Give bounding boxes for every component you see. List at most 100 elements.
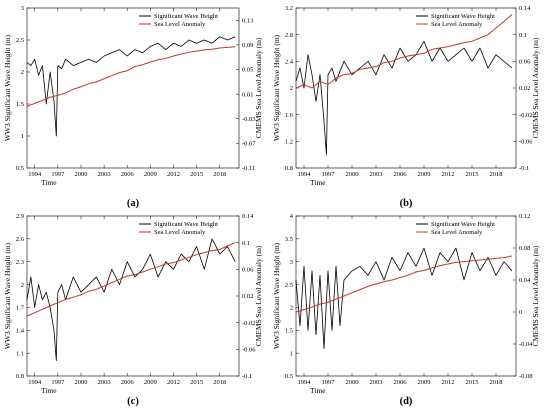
x-axis-title: Time	[41, 178, 57, 187]
y-right-tick-label: 0.13	[242, 18, 253, 25]
panel-label: (a)	[127, 198, 140, 209]
y-left-tick-label: 0.5	[285, 373, 293, 380]
x-tick-label: 2018	[490, 379, 503, 386]
y-left-tick-label: 2	[21, 69, 24, 76]
y-left-tick-label: 2.5	[285, 282, 293, 289]
y-right-tick-label: 0.02	[519, 85, 530, 92]
legend-entry-2: Sea Level Anomaly	[431, 229, 483, 236]
y-right-tick-label: 0.06	[242, 267, 254, 274]
y-left-tick-label: 0.8	[16, 373, 24, 380]
plot-frame	[26, 7, 240, 169]
y-right-tick-label: -0.11	[242, 165, 255, 172]
y-right-tick-label: 0.08	[519, 245, 530, 252]
legend-entry-1: Significant Wave Height	[431, 13, 495, 20]
y-right-tick-label: 0.14	[242, 213, 254, 220]
y-right-axis-title: CMEMS Sea Level Anomaly (m)	[254, 245, 263, 346]
legend-entry-1: Significant Wave Height	[431, 221, 495, 228]
x-tick-label: 1994	[28, 379, 42, 386]
y-left-axis-title: WW3 Significant Wave Height (m)	[3, 34, 12, 141]
y-right-tick-label: -0.02	[242, 320, 256, 327]
y-left-tick-label: 1.1	[16, 350, 24, 357]
y-right-tick-label: 0.12	[519, 213, 530, 220]
panel-1: 1994 1997 2000 2003 2006 2009 2012 2015 2018 0.5 1…	[3, 5, 263, 187]
y-right-tick-label: -0.02	[519, 112, 533, 119]
series-line-2	[295, 14, 513, 89]
y-left-tick-label: 2.6	[16, 236, 25, 243]
x-axis-title: Time	[310, 178, 326, 187]
y-right-tick-label: -0.08	[519, 373, 533, 380]
x-tick-label: 2012	[167, 379, 180, 386]
x-tick-label: 2018	[213, 379, 226, 386]
y-right-tick-label: 0.04	[519, 277, 531, 284]
y-left-tick-label: 2	[21, 282, 24, 289]
panel-2: 1994 1997 2000 2003 2006 2009 2012 2015 2018 0.8 1…	[272, 5, 540, 187]
y-right-tick-label: -0.06	[519, 139, 533, 146]
y-right-tick-label: -0.1	[519, 165, 529, 172]
series-line-2	[26, 46, 236, 107]
legend-entry-1: Significant Wave Height	[154, 221, 218, 228]
x-tick-label: 2006	[394, 379, 408, 386]
y-right-tick-label: 0.1	[519, 32, 527, 39]
x-tick-label: 2000	[74, 171, 87, 178]
x-tick-label: 2006	[121, 171, 135, 178]
x-tick-label: 1994	[298, 379, 312, 386]
x-tick-label: 2015	[190, 379, 203, 386]
x-axis-title: Time	[41, 386, 57, 395]
y-left-tick-label: 1.5	[285, 327, 293, 334]
series-line-2	[26, 242, 236, 317]
x-tick-label: 2006	[394, 171, 408, 178]
x-tick-label: 1994	[28, 171, 42, 178]
y-right-tick-label: -0.04	[519, 341, 533, 348]
y-right-axis-title: CMEMS Sea Level Anomaly (m)	[531, 37, 540, 138]
y-right-axis-title: CMEMS Sea Level Anomaly (m)	[531, 245, 540, 346]
y-left-tick-label: 2.4	[285, 59, 294, 66]
x-tick-label: 1997	[322, 379, 336, 386]
x-tick-label: 2012	[167, 171, 180, 178]
y-left-tick-label: 2	[290, 85, 293, 92]
x-tick-label: 2015	[190, 171, 203, 178]
x-tick-label: 2006	[121, 379, 135, 386]
x-tick-label: 2003	[98, 171, 111, 178]
x-tick-label: 2000	[74, 379, 87, 386]
y-right-tick-label: 0.09	[242, 42, 253, 49]
x-tick-label: 2000	[346, 171, 359, 178]
x-tick-label: 1997	[51, 171, 65, 178]
y-left-tick-label: 3	[21, 5, 24, 12]
y-right-tick-label: 0.14	[519, 5, 531, 12]
legend-entry-2: Sea Level Anomaly	[154, 21, 206, 28]
x-tick-label: 2009	[144, 171, 157, 178]
x-tick-label: 2000	[346, 379, 359, 386]
y-right-tick-label: 0.1	[242, 240, 250, 247]
y-left-axis-title: WW3 Significant Wave Height (m)	[272, 242, 281, 349]
x-tick-label: 2015	[466, 379, 479, 386]
y-left-axis-title: WW3 Significant Wave Height (m)	[3, 242, 12, 349]
y-right-tick-label: 0.06	[519, 59, 531, 66]
y-left-tick-label: 2	[290, 305, 293, 312]
x-tick-label: 2009	[418, 171, 431, 178]
y-left-tick-label: 2.5	[16, 37, 24, 44]
x-tick-label: 2009	[144, 379, 157, 386]
series-line-1	[295, 247, 513, 349]
x-tick-label: 1994	[298, 171, 312, 178]
y-left-tick-label: 3.2	[285, 5, 293, 12]
y-left-tick-label: 4	[290, 213, 294, 220]
y-left-tick-label: 2.9	[16, 213, 24, 220]
panel-4: 1994 1997 2000 2003 2006 2009 2012 2015 2018 0.5 1…	[272, 213, 540, 395]
legend-entry-2: Sea Level Anomaly	[431, 21, 483, 28]
legend-entry-2: Sea Level Anomaly	[154, 229, 206, 236]
y-left-tick-label: 1.7	[16, 305, 25, 312]
panel-label: (d)	[400, 396, 413, 407]
x-tick-label: 2003	[370, 379, 383, 386]
y-right-tick-label: -0.07	[242, 141, 256, 148]
y-left-tick-label: 1.4	[16, 327, 25, 334]
plot-frame	[295, 215, 517, 377]
x-axis-title: Time	[310, 386, 326, 395]
plot-frame	[295, 7, 517, 169]
x-tick-label: 1997	[51, 379, 65, 386]
series-line-1	[26, 238, 236, 362]
y-left-tick-label: 1.2	[285, 139, 293, 146]
y-left-tick-label: 1.5	[16, 101, 24, 108]
